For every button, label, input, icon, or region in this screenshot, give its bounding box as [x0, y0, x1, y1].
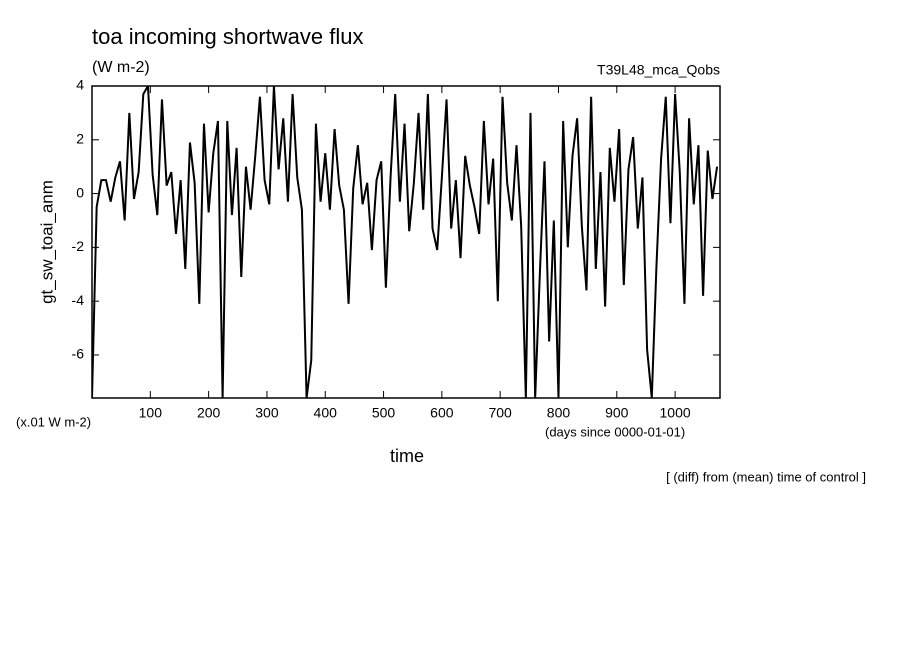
- y-tick-label: 0: [76, 184, 84, 200]
- x-tick-label: 100: [139, 405, 163, 421]
- x-tick-label: 600: [430, 405, 454, 421]
- y-tick-label: 2: [76, 130, 84, 146]
- data-line: [92, 86, 719, 398]
- x-tick-label: 300: [255, 405, 279, 421]
- note: [ (diff) from (mean) time of control ]: [666, 469, 866, 484]
- x-tick-label: 400: [314, 405, 338, 421]
- x-axis-label: time: [390, 446, 424, 466]
- y-tick-label: -4: [72, 292, 85, 308]
- chart-subtitle: (W m-2): [92, 59, 150, 76]
- x-tick-label: 700: [488, 405, 512, 421]
- plot-frame: [91, 85, 721, 399]
- y-units: (x.01 W m-2): [16, 414, 91, 429]
- chart-title: toa incoming shortwave flux: [92, 24, 363, 49]
- x-tick-label: 800: [547, 405, 571, 421]
- x-tick-label: 1000: [660, 405, 691, 421]
- y-tick-label: -2: [72, 238, 85, 254]
- y-tick-label: 4: [76, 77, 84, 93]
- x-tick-label: 900: [605, 405, 629, 421]
- y-tick-label: -6: [72, 346, 85, 362]
- x-tick-label: 200: [197, 405, 221, 421]
- x-tick-label: 500: [372, 405, 396, 421]
- x-units: (days since 0000-01-01): [545, 424, 685, 439]
- y-axis-label: gt_sw_toai_anm: [37, 180, 56, 304]
- annotation: T39L48_mca_Qobs: [597, 62, 720, 78]
